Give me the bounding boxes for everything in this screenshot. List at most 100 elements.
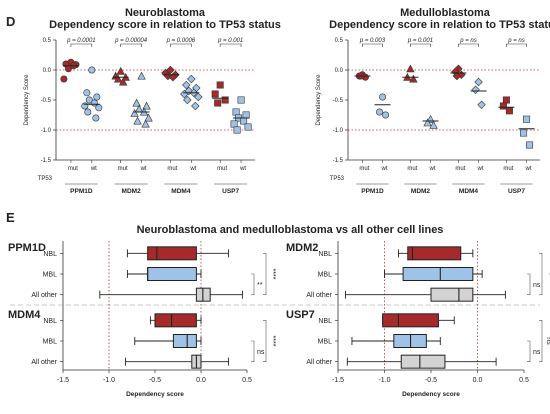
data-point-wt: [478, 101, 486, 109]
x-tick-label-mut: mut: [503, 166, 513, 172]
box-nbl: [408, 247, 461, 260]
x-tick-label-mut: mut: [217, 166, 227, 172]
gene-label: MDM4: [171, 188, 191, 195]
x-tick-label: -1.0: [378, 377, 390, 384]
data-point-mut: [117, 68, 124, 75]
x-tick-label: -1.0: [103, 377, 115, 384]
tp53-axis-label: TP53: [330, 176, 345, 182]
x-tick-label-wt: wt: [429, 166, 436, 172]
box-category-label: MBL: [318, 272, 333, 279]
y-tick-label: -1.5: [333, 158, 344, 164]
data-point-wt: [89, 67, 95, 73]
gene-label: MDM2: [411, 188, 431, 195]
x-tick-label: -0.5: [425, 377, 437, 384]
y-tick-label: -0.5: [333, 98, 344, 104]
data-point-wt: [231, 121, 237, 127]
significance-bracket-inner: [527, 341, 530, 362]
p-value-label: p = 0.0006: [166, 38, 196, 44]
x-tick-label-mut: mut: [167, 166, 177, 172]
gene-label: MDM4: [459, 188, 479, 195]
gene-panel-label: USP7: [286, 309, 315, 321]
significance-label-outer: ****: [269, 336, 276, 347]
x-tick-label-mut: mut: [455, 166, 465, 172]
x-axis-label: Dependency score: [402, 391, 460, 398]
box-category-label: All other: [31, 359, 57, 366]
x-tick-label-mut: mut: [407, 166, 417, 172]
x-tick-label: -1.5: [57, 377, 69, 384]
data-point-wt: [243, 112, 249, 118]
box-category-label: NBL: [43, 318, 57, 325]
data-point-mut: [61, 76, 67, 82]
p-value-label: p = 0.0001: [66, 38, 96, 44]
significance-label-inner: ns: [257, 349, 265, 356]
p-value-label: p = 0.001: [407, 38, 433, 44]
x-tick-label: 0.5: [519, 377, 529, 384]
p-value-label: p = 0.001: [217, 38, 243, 44]
y-tick-label: 0.0: [43, 68, 52, 74]
gene-panel-label: MDM2: [286, 242, 318, 254]
box-mbl: [148, 268, 197, 281]
p-value-label: p = 0.00004: [114, 38, 148, 44]
significance-bracket: [458, 44, 478, 47]
significance-bracket-outer: [263, 253, 266, 294]
x-tick-label: -1.5: [332, 377, 344, 384]
data-point-wt: [240, 118, 246, 124]
box-plot-comparison: Neuroblastoma and medulloblastoma vs all…: [8, 224, 550, 398]
significance-label-inner: ns: [533, 282, 541, 289]
data-point-mut: [506, 108, 512, 114]
data-point-mut: [217, 82, 223, 88]
data-point-wt: [475, 78, 483, 86]
y-axis-label: Dependency Score: [316, 74, 322, 126]
p-value-label: p = ns: [507, 38, 525, 44]
significance-label-inner: **: [257, 282, 263, 289]
significance-bracket: [362, 44, 382, 47]
box-nbl: [148, 247, 197, 260]
significance-label-outer: ****: [269, 269, 276, 280]
box-nbl: [383, 314, 439, 327]
data-point-wt: [233, 109, 239, 115]
gene-panel-label: MDM4: [8, 309, 41, 321]
gene-panel-label: PPM1D: [8, 242, 46, 254]
y-tick-label: 0.5: [43, 38, 52, 44]
box-category-label: NBL: [318, 318, 332, 325]
x-tick-label: 0.5: [242, 377, 252, 384]
y-tick-label: -1.5: [41, 158, 52, 164]
data-point-wt: [526, 142, 532, 148]
data-point-wt: [472, 86, 480, 94]
x-tick-label-wt: wt: [140, 166, 147, 172]
significance-bracket: [121, 44, 142, 47]
x-tick-label-mut: mut: [68, 166, 78, 172]
chart-title-line: Neuroblastoma: [125, 7, 206, 19]
x-tick-label-wt: wt: [189, 166, 196, 172]
data-point-mut: [212, 91, 218, 97]
y-tick-label: -1.0: [41, 128, 52, 134]
data-point-wt: [96, 105, 102, 111]
gene-label: USP7: [508, 188, 525, 195]
chart-title-line: Medulloblastoma: [400, 7, 491, 19]
gene-label: PPM1D: [70, 188, 93, 195]
box-category-label: NBL: [43, 251, 57, 258]
x-tick-label: 0.0: [473, 377, 483, 384]
y-tick-label: -0.5: [41, 98, 52, 104]
chart-title-line: Dependency score in relation to TP53 sta…: [329, 19, 550, 31]
significance-bracket: [220, 44, 241, 47]
x-tick-label-mut: mut: [359, 166, 369, 172]
tp53-axis-label: TP53: [38, 176, 53, 182]
x-tick-label: -0.5: [149, 377, 161, 384]
box-category-label: All other: [31, 292, 57, 299]
significance-bracket: [506, 44, 526, 47]
p-value-label: p = ns: [459, 38, 477, 44]
y-tick-label: 0.5: [335, 38, 344, 44]
box-category-label: All other: [306, 292, 332, 299]
box-all-other: [431, 288, 473, 301]
significance-bracket: [410, 44, 430, 47]
x-tick-label: 0.0: [196, 377, 206, 384]
data-point-wt: [520, 130, 526, 136]
x-tick-label-wt: wt: [525, 166, 532, 172]
x-axis-label: Dependency score: [126, 391, 184, 398]
data-point-mut: [500, 103, 506, 109]
data-point-wt: [245, 124, 251, 130]
box-nbl: [155, 314, 196, 327]
